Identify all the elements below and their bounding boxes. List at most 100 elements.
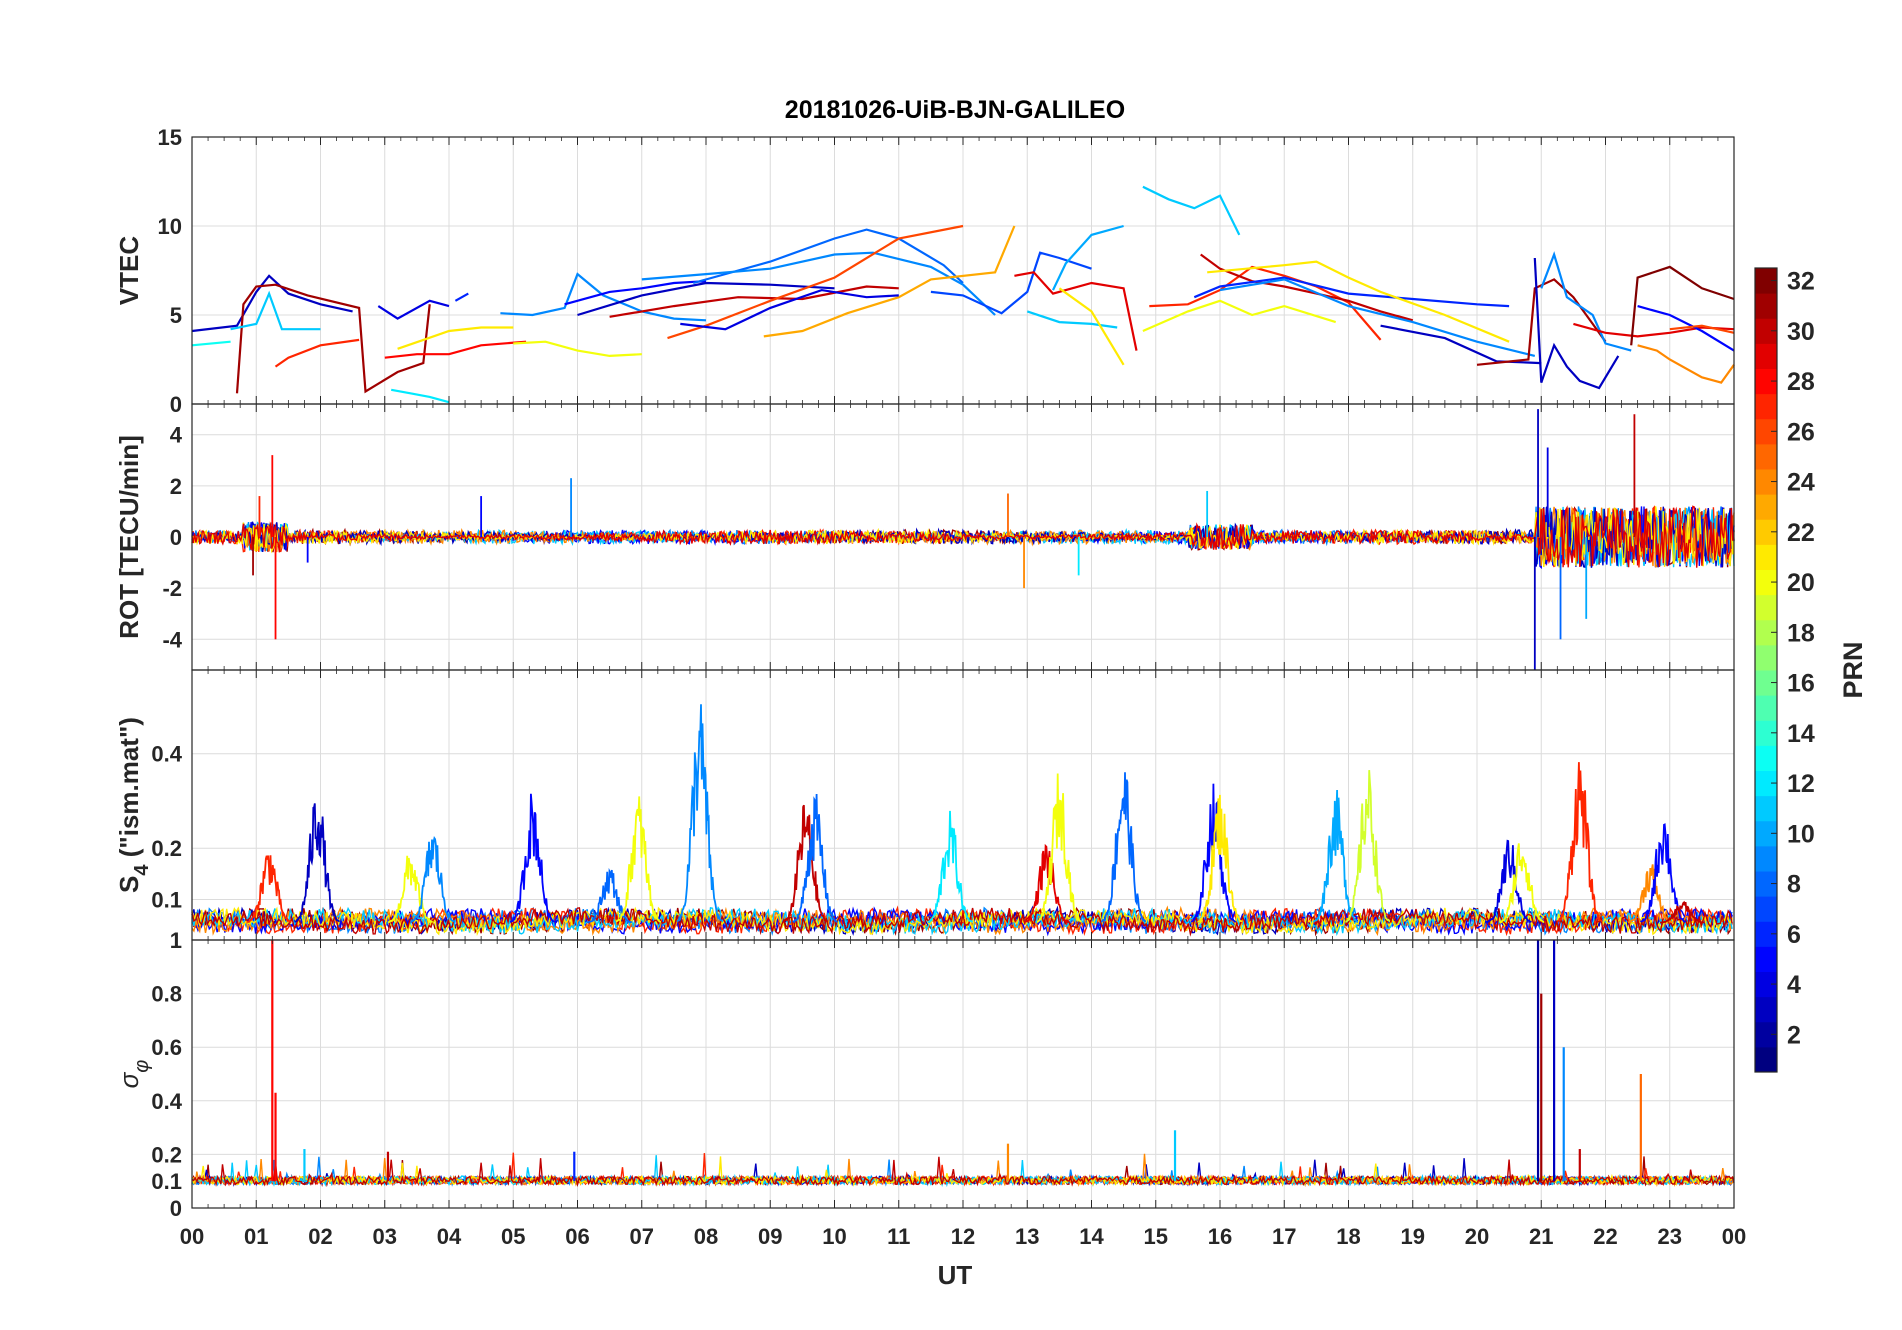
s4-event-prn-20	[615, 796, 662, 923]
colorbar-swatch	[1755, 368, 1777, 395]
x-axis-label: UT	[938, 1260, 973, 1290]
colorbar-swatch	[1755, 469, 1777, 495]
vtec-series-prn-9	[1219, 278, 1536, 357]
colorbar-swatch	[1755, 720, 1777, 746]
colorbar-tick-label: 22	[1787, 519, 1815, 547]
colorbar-swatch	[1755, 946, 1777, 972]
colorbar-tick-label: 32	[1787, 268, 1815, 296]
colorbar-swatch	[1755, 494, 1777, 520]
x-tick-label: 14	[1079, 1224, 1104, 1249]
vtec-series-prn-21	[1058, 287, 1125, 366]
vtec-series-prn-26	[1669, 324, 1735, 334]
colorbar-swatch	[1755, 418, 1777, 445]
y-tick-label: 1	[170, 928, 182, 953]
s4-event-prn-21	[1197, 794, 1243, 923]
colorbar-swatch	[1755, 268, 1777, 294]
series-group	[191, 940, 1735, 1188]
vtec-series-prn-11	[230, 290, 321, 331]
x-tick-label: 01	[244, 1224, 268, 1249]
colorbar-swatch	[1755, 770, 1777, 797]
s4-event-prn-20	[387, 855, 434, 924]
x-tick-label: 04	[437, 1224, 462, 1249]
y-tick-label: 5	[170, 303, 182, 328]
colorbar-swatch	[1755, 443, 1777, 470]
colorbar-tick-label: 2	[1787, 1021, 1801, 1049]
s4-event-prn-27	[246, 855, 292, 923]
x-tick-label: 08	[694, 1224, 718, 1249]
vtec-series-prn-6	[454, 292, 469, 302]
colorbar-tick-label: 12	[1787, 770, 1815, 798]
s4-event-prn-24	[1627, 864, 1673, 924]
colorbar-tick-label: 18	[1787, 619, 1815, 647]
vtec-series-prn-32	[1630, 265, 1735, 346]
s4-event-prn-30	[782, 804, 829, 923]
series-group	[191, 185, 1735, 404]
colorbar-swatch	[1755, 996, 1777, 1023]
vtec-series-prn-28	[384, 340, 527, 359]
y-tick-label: 0.2	[151, 1142, 182, 1167]
vtec-series-prn-31	[235, 283, 431, 394]
x-tick-label: 03	[373, 1224, 397, 1249]
vtec-series-prn-11	[1142, 185, 1241, 236]
y-tick-label: 2	[170, 474, 182, 499]
y-tick-label: -2	[162, 576, 182, 601]
y-axis-label-sigma_phi: σφ	[114, 1060, 153, 1089]
vtec-series-prn-11	[1026, 310, 1118, 329]
s4-event-prn-5	[1190, 783, 1237, 923]
vtec-series-prn-5	[1637, 305, 1735, 352]
vtec-series-prn-8	[692, 228, 964, 285]
vtec-series-prn-21	[397, 326, 514, 350]
y-tick-label: 0	[170, 392, 182, 417]
vtec-series-prn-4	[680, 288, 899, 331]
s4-event-prn-10	[1313, 789, 1359, 923]
vtec-series-prn-3	[1533, 257, 1620, 390]
y-axis-label-s4: S4 ("ism.mat")	[114, 717, 153, 893]
colorbar-swatch	[1755, 921, 1777, 947]
s4-event-prn-8	[1100, 772, 1146, 923]
s4-event-prn-5	[509, 793, 556, 923]
x-tick-label: 10	[822, 1224, 846, 1249]
colorbar-swatch	[1755, 896, 1777, 922]
sigma-series-prn-30	[191, 1156, 1735, 1188]
s4-event-prn-4	[1486, 839, 1532, 923]
rot-series-prn-29	[191, 505, 1735, 568]
vtec-series-prn-26	[667, 224, 964, 340]
y-tick-label: 0.1	[151, 888, 182, 913]
colorbar-tick-label: 16	[1787, 670, 1815, 698]
vtec-series-prn-5	[564, 280, 707, 306]
vtec-series-prn-29	[1014, 271, 1138, 351]
x-tick-label: 16	[1208, 1224, 1232, 1249]
x-tick-label: 12	[951, 1224, 975, 1249]
colorbar-frame	[1754, 267, 1778, 1073]
colorbar-swatch	[1755, 1046, 1777, 1073]
x-tick-label: 21	[1529, 1224, 1553, 1249]
colorbar-label: PRN	[1838, 641, 1868, 698]
x-tick-labels: 00 01 02 03 04 05 06 07 08 09 10 11 12 13 14 15 16 17 18 19…	[180, 1224, 1746, 1249]
y-tick-label: -4	[162, 627, 182, 652]
s4-event-prn-12	[927, 810, 973, 923]
y-tick-label: 0	[170, 525, 182, 550]
series-group	[191, 409, 1735, 670]
colorbar-swatch	[1755, 393, 1777, 420]
vtec-series-prn-7	[930, 251, 1092, 315]
colorbar-swatch	[1755, 544, 1777, 570]
colorbar-swatch	[1755, 820, 1777, 847]
x-tick-label: 05	[501, 1224, 525, 1249]
colorbar-swatch	[1755, 594, 1777, 621]
y-tick-label: 0.6	[151, 1035, 182, 1060]
vtec-series-prn-20	[513, 340, 642, 358]
y-tick-label: 0.1	[151, 1169, 182, 1194]
x-tick-label: 15	[1144, 1224, 1168, 1249]
colorbar-swatch	[1755, 971, 1777, 998]
colorbar-swatch	[1755, 871, 1777, 897]
x-tick-label: 02	[308, 1224, 332, 1249]
colorbar-swatch	[1755, 795, 1777, 822]
x-tick-label: 00	[180, 1224, 204, 1249]
vtec-series-prn-24	[1637, 344, 1735, 384]
y-tick-label: 15	[158, 125, 182, 150]
x-tick-label: 11	[887, 1224, 910, 1249]
s4-event-prn-3	[294, 803, 341, 923]
vtec-series-prn-10	[1052, 224, 1124, 291]
